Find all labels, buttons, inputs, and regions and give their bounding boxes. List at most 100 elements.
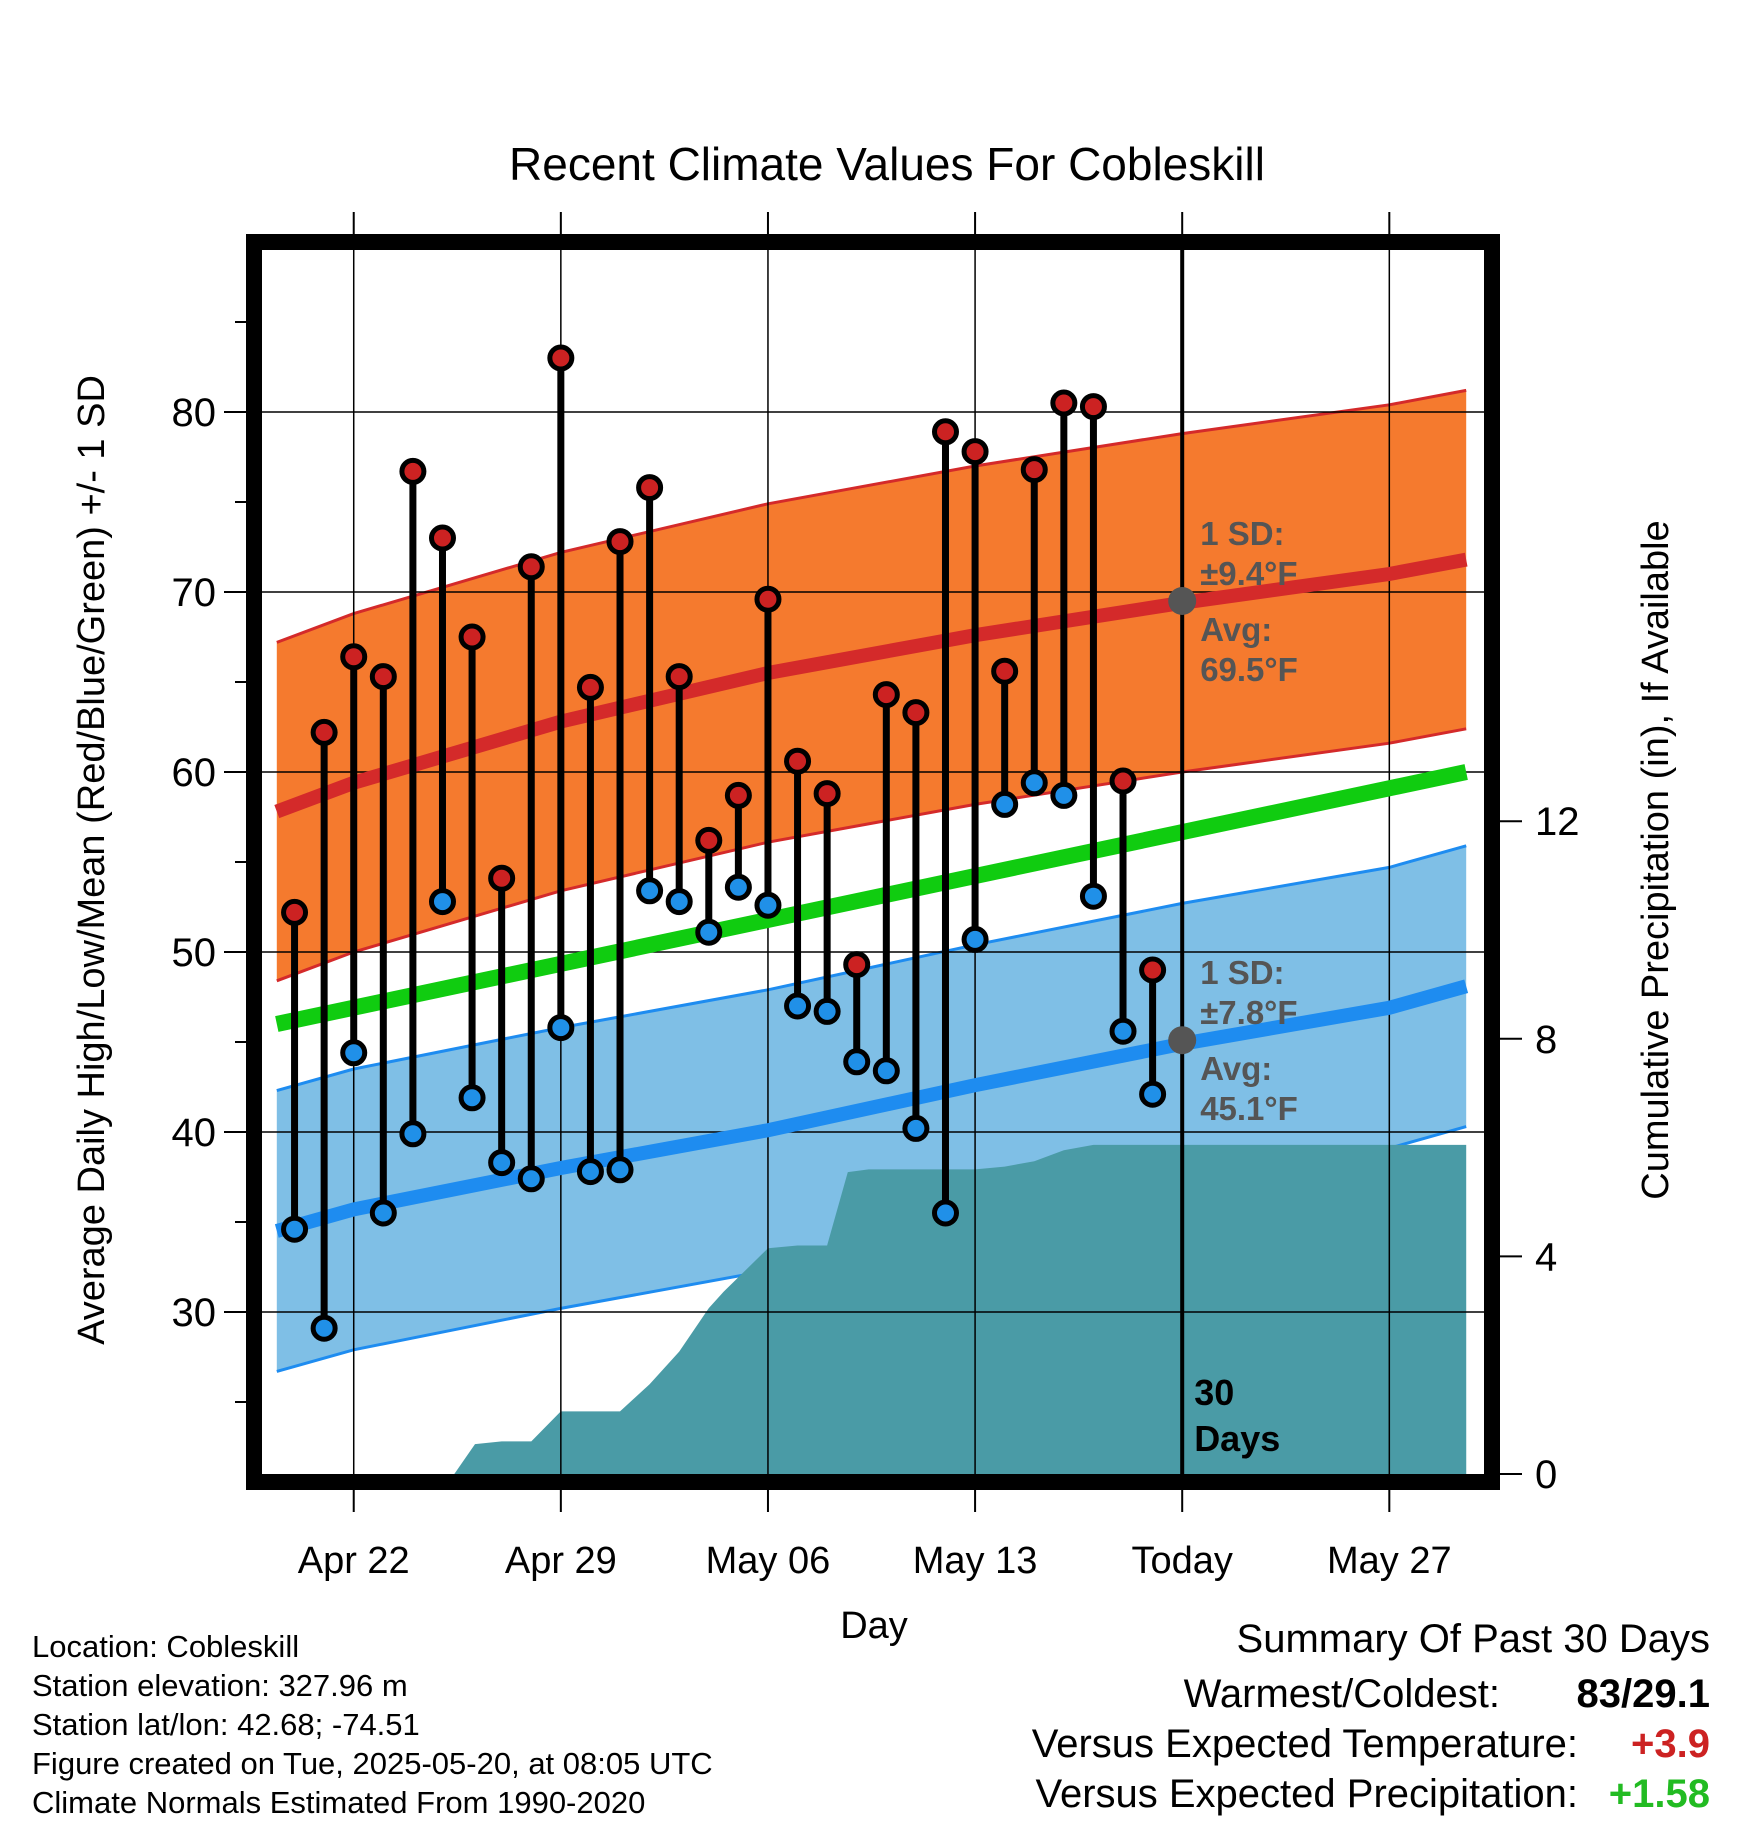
daily-low-point [636,877,664,905]
high-annotation-text: 1 SD: [1200,515,1284,552]
daily-low-point [931,1199,959,1227]
daily-low-point [872,1057,900,1085]
daily-low-point [340,1039,368,1067]
y2-tick-label: 12 [1535,800,1580,844]
y2-tick-label: 4 [1535,1235,1557,1279]
low-today-marker [1168,1026,1197,1055]
summary-temp: Versus Expected Temperature: +3.9 [710,1722,1710,1772]
plot-frame [246,234,1500,1490]
info-elevation: Station elevation: 327.96 m [32,1668,408,1703]
low-band-upper [276,844,1467,1093]
daily-high-point [576,673,604,701]
daily-high-point [784,747,812,775]
daily-low-point [784,992,812,1020]
warm-cold-label: Warmest/Coldest: [1183,1672,1500,1716]
y2-tick-label: 0 [1535,1453,1557,1497]
daily-low-point [606,1156,634,1184]
high-band [276,390,1467,981]
daily-low-point [843,1048,871,1076]
info-normals: Climate Normals Estimated From 1990-2020 [32,1785,646,1820]
daily-low-point [754,891,782,919]
low-annotation-text: 45.1°F [1200,1090,1298,1127]
high-normal-line [274,552,1468,819]
x-tick-label: May 13 [913,1540,1038,1582]
daily-low-point [991,790,1019,818]
y-tick-label: 30 [172,1291,217,1335]
daily-high-point [665,663,693,691]
daily-low-point [517,1165,545,1193]
daily-high-point [636,474,664,502]
info-location: Location: Cobleskill [32,1629,300,1664]
daily-low-point [665,888,693,916]
precip-area [454,1144,1467,1474]
precip-value: +1.58 [1608,1772,1710,1816]
daily-high-point [1020,456,1048,484]
daily-low-point [1020,769,1048,797]
daily-high-point [902,699,930,727]
x-tick-label: May 27 [1327,1540,1452,1582]
daily-low-point [1050,781,1078,809]
daily-high-point [488,864,516,892]
daily-high-point [547,344,575,372]
daily-high-point [991,657,1019,685]
warm-cold-value: 83/29.1 [1576,1672,1710,1716]
daily-high-point [340,643,368,671]
daily-high-point [310,718,338,746]
info-latlon: Station lat/lon: 42.68; -74.51 [32,1707,420,1742]
daily-low-point [547,1014,575,1042]
daily-low-point [281,1215,309,1243]
daily-high-point [754,585,782,613]
daily-high-point [458,623,486,651]
precip-label: Versus Expected Precipitation: [1035,1772,1578,1816]
daily-high-point [1079,393,1107,421]
daily-low-point [428,888,456,916]
precip-cumulative-area [454,1144,1467,1474]
daily-low-point [902,1114,930,1142]
y2-axis-label: Cumulative Precipitation (in), If Availa… [1635,520,1677,1199]
y-tick-label: 80 [172,391,217,435]
daily-low-point [813,997,841,1025]
daily-high-point [369,663,397,691]
daily-low-point [724,873,752,901]
daily-high-point [872,681,900,709]
daily-high-point [606,528,634,556]
today-days-label: Days [1194,1418,1280,1459]
daily-low-point [458,1084,486,1112]
daily-low-point [1139,1080,1167,1108]
chart-title: Recent Climate Values For Cobleskill [509,138,1265,190]
low-annotation-text: ±7.8°F [1200,994,1297,1031]
x-tick-label: Apr 22 [298,1540,410,1582]
y-tick-label: 60 [172,751,217,795]
x-axis-label: Day [840,1605,908,1647]
daily-low-point [961,925,989,953]
daily-high-point [1139,956,1167,984]
summary-warm-cold: Warmest/Coldest: 83/29.1 [710,1672,1710,1722]
y-axis-label: Average Daily High/Low/Mean (Red/Blue/Gr… [71,375,113,1345]
axes: 30 40 50 60 70 80 0 4 8 12 Apr 22 Apr 29 May 06 May 1… [172,212,1580,1582]
y-tick-label: 70 [172,571,217,615]
daily-high-point [843,951,871,979]
daily-low-point [695,918,723,946]
temp-label: Versus Expected Temperature: [1031,1722,1578,1766]
today-days-label: 30 [1194,1372,1234,1413]
temp-value: +3.9 [1631,1722,1710,1766]
daily-high-point [931,418,959,446]
daily-high-point [695,826,723,854]
high-annotation-text: ±9.4°F [1200,555,1297,592]
daily-low-point [488,1149,516,1177]
x-tick-label: May 06 [706,1540,831,1582]
x-tick-label: Today [1131,1540,1232,1582]
daily-low-point [369,1199,397,1227]
daily-high-point [517,553,545,581]
info-created: Figure created on Tue, 2025-05-20, at 08… [32,1746,713,1781]
plot-border [246,234,1500,1490]
daily-high-point [813,780,841,808]
high-annotation-text: Avg: [1200,611,1272,648]
daily-high-point [1109,767,1137,795]
summary-precip: Versus Expected Precipitation: +1.58 [710,1772,1710,1822]
daily-high-point [428,524,456,552]
daily-values [281,344,1167,1342]
daily-high-point [281,898,309,926]
summary-title: Summary Of Past 30 Days [1236,1617,1710,1661]
